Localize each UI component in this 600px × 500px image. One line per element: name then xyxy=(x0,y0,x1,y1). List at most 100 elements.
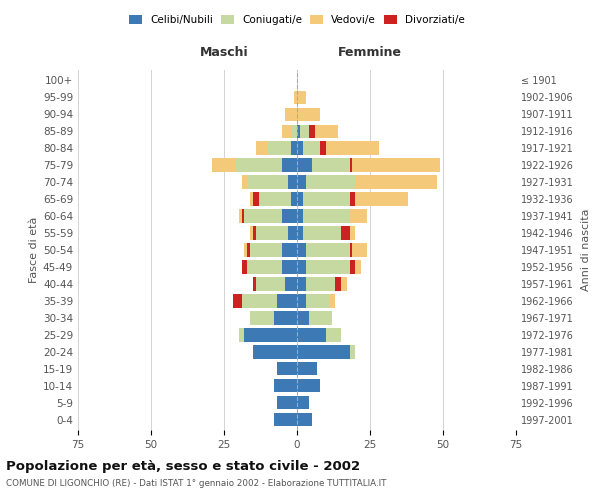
Bar xyxy=(274,312,297,324)
Bar xyxy=(283,210,297,222)
Bar xyxy=(350,244,352,256)
Legend: Celibi/Nubili, Coniugati/e, Vedovi/e, Divorziati/e: Celibi/Nubili, Coniugati/e, Vedovi/e, Di… xyxy=(125,10,469,29)
Bar xyxy=(350,210,367,222)
Bar xyxy=(253,226,256,239)
Bar xyxy=(350,346,355,358)
Bar xyxy=(236,158,283,172)
Bar xyxy=(297,379,320,392)
Bar xyxy=(306,260,350,274)
Bar xyxy=(242,260,247,274)
Bar xyxy=(253,346,297,358)
Bar xyxy=(350,226,355,239)
Bar xyxy=(242,294,277,308)
Bar xyxy=(297,312,308,324)
Text: Popolazione per età, sesso e stato civile - 2002: Popolazione per età, sesso e stato civil… xyxy=(6,460,360,473)
Bar xyxy=(320,142,326,154)
Bar xyxy=(291,124,297,138)
Text: Maschi: Maschi xyxy=(200,46,248,59)
Bar xyxy=(244,244,247,256)
Bar xyxy=(283,124,291,138)
Bar xyxy=(352,244,367,256)
Bar xyxy=(253,278,256,290)
Bar xyxy=(286,108,297,121)
Bar xyxy=(308,312,332,324)
Bar xyxy=(308,124,314,138)
Y-axis label: Anni di nascita: Anni di nascita xyxy=(581,209,590,291)
Bar xyxy=(303,226,341,239)
Bar xyxy=(314,124,338,138)
Bar xyxy=(303,192,350,205)
Bar xyxy=(288,226,297,239)
Bar xyxy=(247,176,288,188)
Bar xyxy=(247,244,250,256)
Bar xyxy=(233,294,242,308)
Bar xyxy=(256,278,286,290)
Bar xyxy=(274,413,297,426)
Bar xyxy=(244,210,283,222)
Bar xyxy=(297,124,300,138)
Bar xyxy=(297,90,306,104)
Bar xyxy=(297,244,306,256)
Bar xyxy=(335,278,341,290)
Bar xyxy=(256,226,288,239)
Bar xyxy=(297,226,303,239)
Bar xyxy=(291,192,297,205)
Bar xyxy=(259,192,291,205)
Bar xyxy=(212,158,236,172)
Bar xyxy=(253,192,259,205)
Bar xyxy=(297,192,303,205)
Bar xyxy=(306,278,335,290)
Bar xyxy=(242,210,244,222)
Bar xyxy=(244,328,297,342)
Bar xyxy=(300,124,308,138)
Text: Femmine: Femmine xyxy=(338,46,402,59)
Bar xyxy=(352,158,440,172)
Bar xyxy=(350,192,355,205)
Bar xyxy=(297,294,306,308)
Bar xyxy=(297,210,303,222)
Bar xyxy=(250,192,253,205)
Bar xyxy=(326,142,379,154)
Bar xyxy=(283,260,297,274)
Bar xyxy=(329,294,335,308)
Bar xyxy=(277,396,297,409)
Bar xyxy=(274,379,297,392)
Bar xyxy=(283,158,297,172)
Bar xyxy=(297,362,317,376)
Bar xyxy=(239,210,242,222)
Bar xyxy=(355,260,361,274)
Bar xyxy=(256,142,268,154)
Bar xyxy=(297,176,306,188)
Bar xyxy=(297,328,326,342)
Bar xyxy=(297,142,303,154)
Bar xyxy=(350,260,355,274)
Bar xyxy=(239,328,244,342)
Bar xyxy=(250,312,274,324)
Bar xyxy=(306,244,350,256)
Bar xyxy=(297,278,306,290)
Y-axis label: Fasce di età: Fasce di età xyxy=(29,217,39,283)
Bar xyxy=(355,176,437,188)
Bar xyxy=(303,142,320,154)
Bar xyxy=(277,362,297,376)
Bar xyxy=(306,176,355,188)
Bar xyxy=(311,158,350,172)
Bar xyxy=(297,396,308,409)
Bar xyxy=(250,244,283,256)
Bar xyxy=(297,260,306,274)
Bar xyxy=(297,346,350,358)
Bar xyxy=(291,142,297,154)
Bar xyxy=(297,413,311,426)
Bar xyxy=(283,244,297,256)
Bar xyxy=(288,176,297,188)
Bar xyxy=(341,278,347,290)
Bar xyxy=(247,260,283,274)
Bar xyxy=(286,278,297,290)
Bar xyxy=(355,192,408,205)
Bar xyxy=(350,158,352,172)
Bar xyxy=(277,294,297,308)
Bar xyxy=(303,210,350,222)
Bar xyxy=(250,226,253,239)
Bar xyxy=(268,142,291,154)
Bar xyxy=(326,328,341,342)
